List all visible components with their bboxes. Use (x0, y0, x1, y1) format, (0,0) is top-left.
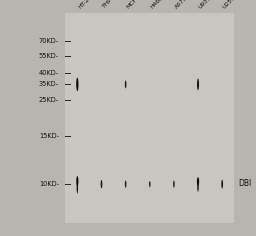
Ellipse shape (101, 180, 102, 188)
Ellipse shape (197, 177, 199, 186)
Text: U251: U251 (222, 0, 237, 9)
Text: 25KD-: 25KD- (39, 97, 59, 103)
Ellipse shape (197, 79, 199, 90)
Text: HT-29: HT-29 (77, 0, 93, 9)
Text: MCF7: MCF7 (126, 0, 141, 9)
Ellipse shape (76, 78, 79, 91)
Text: A673: A673 (174, 0, 188, 9)
Ellipse shape (76, 79, 78, 88)
Ellipse shape (173, 181, 175, 188)
Text: THP-1: THP-1 (101, 0, 118, 9)
Text: U937: U937 (198, 0, 213, 9)
Text: 55KD-: 55KD- (39, 53, 59, 59)
Ellipse shape (149, 181, 151, 187)
Ellipse shape (77, 182, 78, 194)
Ellipse shape (125, 181, 126, 188)
Text: 40KD-: 40KD- (39, 70, 59, 76)
Text: DBI: DBI (238, 179, 251, 188)
Text: 10KD-: 10KD- (39, 181, 59, 187)
Ellipse shape (197, 182, 199, 192)
Ellipse shape (221, 180, 223, 189)
Ellipse shape (76, 176, 78, 186)
Bar (65, 13, 234, 223)
Text: 35KD-: 35KD- (39, 81, 59, 87)
Text: 15KD-: 15KD- (39, 133, 59, 139)
Text: 70KD-: 70KD- (39, 38, 59, 44)
Ellipse shape (125, 80, 126, 88)
Text: H460: H460 (150, 0, 164, 9)
